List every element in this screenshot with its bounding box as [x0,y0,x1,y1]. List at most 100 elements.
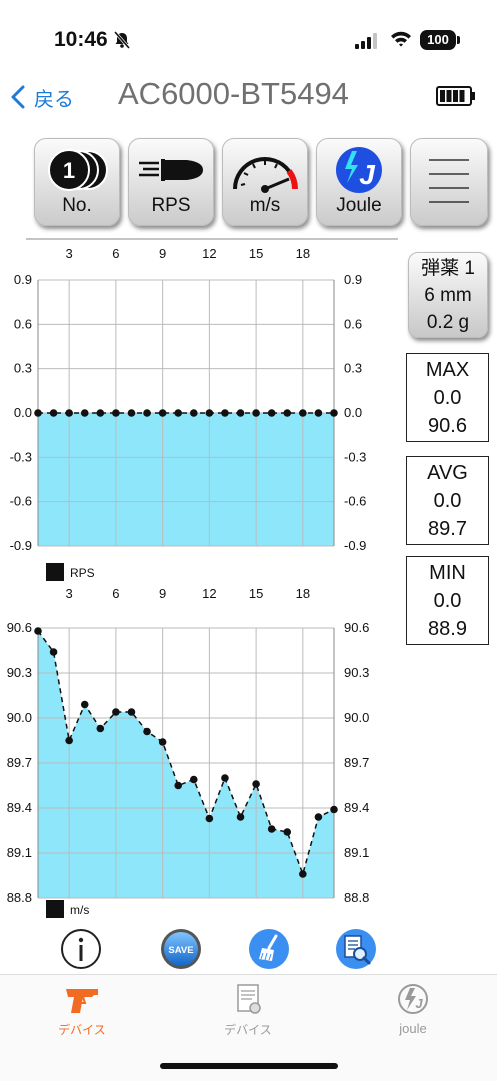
tab-device[interactable]: デバイス [22,983,142,1038]
ammo-line-1: 弾薬 1 [421,258,475,279]
y-tick-label-left: 0.6 [14,316,32,331]
speed-data-point [330,805,338,814]
number-button[interactable]: 1 No. [34,138,120,226]
status-time: 10:46 [54,28,108,51]
rps-data-point [221,409,229,417]
info-icon[interactable] [60,928,102,970]
ammo-line-3: 0.2 g [426,312,470,333]
speed-data-point [314,813,323,821]
y-tick-label-right: 90.6 [344,620,369,635]
joule-button-label: Joule [336,195,382,216]
wifi-icon [391,31,411,47]
tab-records[interactable]: デバイス [188,983,308,1038]
speed-data-point [283,828,292,836]
min-stat-card: MIN 0.0 88.9 [406,556,489,645]
speed-area-fill [38,631,334,898]
rps-button[interactable]: RPS [128,138,214,226]
y-tick-label-right: 0.0 [344,405,362,420]
broom-icon[interactable] [248,928,290,970]
y-tick-label-right: -0.9 [344,538,366,553]
max-label: MAX [425,359,470,381]
y-tick-label-left: 0.3 [14,361,32,376]
max-rps: 0.0 [433,387,462,409]
joule-button[interactable]: J Joule [316,138,402,226]
y-tick-label-right: -0.3 [344,449,366,464]
rps-data-point [49,409,58,417]
rps-legend-swatch [46,563,64,581]
y-tick-label-right: 0.9 [344,272,362,287]
back-button[interactable]: 戻る [10,82,74,112]
speed-data-point [252,780,260,788]
save-label: SAVE [168,945,193,956]
min-speed: 88.9 [428,618,467,640]
rps-data-point [127,409,136,417]
avg-speed: 89.7 [428,518,467,540]
tab-joule-label: joule [399,1021,427,1036]
menu-button[interactable] [410,138,488,226]
save-icon[interactable]: SAVE [160,928,202,970]
min-label: MIN [429,562,466,584]
cellular-signal-icon [355,33,377,49]
y-tick-label-left: 0.9 [14,272,32,287]
tab-joule[interactable]: J joule [353,983,473,1036]
home-indicator [160,1063,338,1069]
rps-data-point [189,409,198,417]
x-tick-label: 6 [112,586,119,601]
avg-rps: 0.0 [433,490,462,512]
y-tick-label-left: 89.1 [7,845,32,860]
speed-data-point [127,708,136,716]
speed-button[interactable]: m/s [222,138,308,226]
y-tick-label-left: -0.3 [10,449,32,464]
rps-data-point [112,409,120,417]
hamburger-menu-icon [429,159,469,203]
y-tick-label-right: 89.4 [344,800,369,815]
x-tick-label: 18 [296,586,310,601]
document-icon [237,984,261,1014]
coin-stack-icon: 1 [48,149,108,191]
ammo-selector-button[interactable]: 弾薬 1 6 mm 0.2 g [408,252,488,338]
y-tick-label-left: 88.8 [7,890,32,905]
y-tick-label-right: 89.1 [344,845,369,860]
svg-text:J: J [415,996,423,1011]
speed-data-point [49,648,58,656]
chevron-left-icon [11,85,25,109]
page-title: AC6000-BT5494 [118,76,349,111]
battery-indicator: 100 [420,30,460,50]
rps-area-fill [38,413,334,546]
speed-data-point [143,727,151,736]
speed-legend-label: m/s [70,903,89,917]
y-tick-label-left: 89.4 [7,800,32,815]
y-tick-label-right: 88.8 [344,890,369,905]
rps-data-point [314,409,323,417]
rps-data-point [330,409,338,417]
x-tick-label: 3 [66,586,73,601]
speed-button-label: m/s [249,195,281,216]
rps-data-point [80,409,89,417]
y-tick-label-right: -0.6 [344,494,366,509]
speed-data-point [34,627,42,635]
y-tick-label-right: 0.6 [344,316,362,331]
rps-data-point [96,409,105,417]
speed-data-point [299,870,307,878]
y-tick-label-left: 89.7 [7,755,32,770]
avg-stat-card: AVG 0.0 89.7 [406,456,489,545]
rps-data-point [158,409,167,417]
bell-muted-icon [113,31,131,49]
speed-data-point [267,825,276,833]
x-tick-label: 12 [202,586,216,601]
document-search-icon[interactable] [335,928,377,970]
rps-data-point [65,409,73,417]
y-tick-label-left: 90.6 [7,620,32,635]
pistol-icon [66,989,98,1013]
max-stat-card: MAX 0.0 90.6 [406,353,489,442]
x-tick-label: 9 [159,246,166,261]
speedometer-icon [233,157,298,193]
rps-data-point [174,409,183,417]
back-label: 戻る [34,86,74,111]
y-tick-label-left: 90.3 [7,665,32,680]
y-tick-label-left: -0.9 [10,538,32,553]
x-tick-label: 12 [202,246,216,261]
tab-records-label: デバイス [224,1023,272,1037]
y-tick-label-left: -0.6 [10,494,32,509]
speed-data-point [189,775,198,784]
